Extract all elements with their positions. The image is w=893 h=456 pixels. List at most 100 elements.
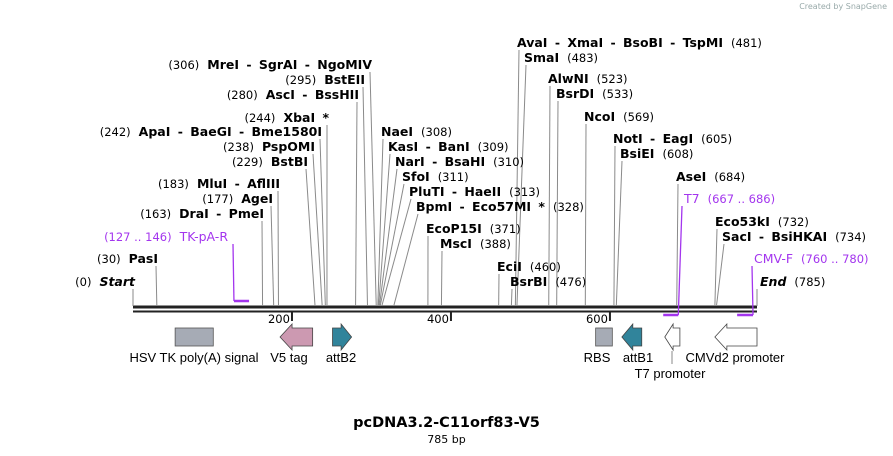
site-position: (238) xyxy=(223,140,254,154)
site-line-avai-xmai-bsobi-tspmi xyxy=(514,49,520,307)
site-label-bpmi-eco57mi[interactable]: BpmI - Eco57MI * (328) xyxy=(416,198,584,214)
site-line-agei xyxy=(270,205,275,307)
feature-label-cmvd2-promoter[interactable]: CMVd2 promoter xyxy=(685,350,785,365)
site-label-mrei-sgrai-ngomiv[interactable]: (306) MreI - SgrAI - NgoMIV xyxy=(168,56,372,72)
feature-label-attb2[interactable]: attB2 xyxy=(325,350,357,365)
feature-attb1 xyxy=(621,322,643,352)
site-label-pasi[interactable]: (30) PasI xyxy=(97,250,158,266)
site-line-ncoi xyxy=(584,123,587,307)
feature-rbs xyxy=(595,327,613,347)
site-position: (229) xyxy=(231,155,263,169)
site-position: (30) xyxy=(97,252,121,266)
tick-label-600: 600 xyxy=(585,312,608,326)
site-label-naei[interactable]: NaeI (308) xyxy=(381,123,452,139)
site-label-sfoi[interactable]: SfoI (311) xyxy=(402,168,469,184)
site-position: (732) xyxy=(777,215,809,229)
site-position: (308) xyxy=(421,125,452,139)
site-line-naei xyxy=(377,138,384,307)
primer-line-tk-pa-r xyxy=(232,243,235,302)
primer-label-cmv-f[interactable]: CMV-F (760 .. 780) xyxy=(754,250,869,266)
enzyme-name: SmaI xyxy=(524,50,560,65)
primer-name: TK-pA-R xyxy=(179,229,228,244)
enzyme-name: MluI - AflIII xyxy=(196,176,280,191)
site-label-agei[interactable]: (177) AgeI xyxy=(202,190,273,206)
site-label-avai-xmai-bsobi-tspmi[interactable]: AvaI - XmaI - BsoBI - TspMI (481) xyxy=(517,34,762,50)
site-label-bsteii[interactable]: (295) BstEII xyxy=(285,71,365,87)
feature-label-v5-tag[interactable]: V5 tag xyxy=(270,350,308,365)
site-label-noti-eagi[interactable]: NotI - EagI (605) xyxy=(613,130,733,146)
site-label-apai-baegi-bme1580i[interactable]: (242) ApaI - BaeGI - Bme1580I xyxy=(99,123,322,139)
site-label-bsiei[interactable]: BsiEI (608) xyxy=(620,145,694,161)
site-label-bstbi[interactable]: (229) BstBI xyxy=(231,153,308,169)
site-line-smai xyxy=(516,64,527,307)
site-label-bsrbi[interactable]: BsrBI (476) xyxy=(510,273,587,289)
site-label-mlui-afliii[interactable]: (183) MluI - AflIII xyxy=(158,175,280,191)
site-position: (310) xyxy=(493,155,525,169)
site-label-pspomi[interactable]: (238) PspOMI xyxy=(223,138,315,154)
enzyme-name: ApaI - BaeGI - Bme1580I xyxy=(138,124,322,139)
site-label-ecii[interactable]: EciI (460) xyxy=(497,258,561,274)
enzyme-name: EciI xyxy=(497,259,522,274)
site-label-kasi-bani[interactable]: KasI - BanI (309) xyxy=(388,138,509,154)
site-line-bsrdi xyxy=(556,100,559,307)
site-position: (242) xyxy=(99,125,131,139)
site-line-bstbi xyxy=(305,168,316,307)
feature-cmvd2-promoter xyxy=(714,322,758,352)
enzyme-name: NaeI xyxy=(381,124,414,139)
site-position: (306) xyxy=(168,58,200,72)
site-line-sfoi xyxy=(379,183,405,307)
site-label-ncoi[interactable]: NcoI (569) xyxy=(584,108,654,124)
site-position: (313) xyxy=(509,185,541,199)
tick-label-400: 400 xyxy=(426,312,449,326)
feature-label-attb1[interactable]: attB1 xyxy=(622,350,654,365)
site-label-msci[interactable]: MscI (388) xyxy=(440,235,511,251)
site-label-bsrdi[interactable]: BsrDI (533) xyxy=(556,85,633,101)
feature-label-t7-promoter[interactable]: T7 promoter xyxy=(634,366,706,381)
site-label-saci-bsihkai[interactable]: SacI - BsiHKAI (734) xyxy=(722,228,866,244)
site-label-asei[interactable]: AseI (684) xyxy=(676,168,745,184)
enzyme-name: MscI xyxy=(440,236,472,251)
site-label-asci-bsshii[interactable]: (280) AscI - BssHII xyxy=(227,86,359,102)
site-position: (0) xyxy=(75,275,92,289)
site-line-nari-bsahi xyxy=(378,168,398,307)
site-line-drai-pmei xyxy=(261,220,264,307)
site-label-smai[interactable]: SmaI (483) xyxy=(524,49,598,65)
enzyme-name: SfoI xyxy=(402,169,430,184)
site-label-pluti-haeii[interactable]: PluTI - HaeII (313) xyxy=(409,183,541,199)
tick-label-200: 200 xyxy=(267,312,290,326)
site-label-ecop15i[interactable]: EcoP15I (371) xyxy=(426,220,521,236)
enzyme-name: NcoI xyxy=(584,109,616,124)
enzyme-name: BsrBI xyxy=(510,274,548,289)
enzyme-name: MreI - SgrAI - NgoMIV xyxy=(207,57,372,72)
enzyme-name: PspOMI xyxy=(261,139,315,154)
primer-line-t7 xyxy=(677,205,683,316)
site-line-saci-bsihkai xyxy=(715,243,725,307)
enzyme-name: PasI xyxy=(128,251,158,266)
site-line-bsrbi xyxy=(510,288,513,307)
site-label-end[interactable]: End (785) xyxy=(760,273,825,289)
feature-label-rbs[interactable]: RBS xyxy=(583,350,611,365)
site-label-nari-bsahi[interactable]: NarI - BsaHI (310) xyxy=(395,153,525,169)
site-line-apai-baegi-bme1580i xyxy=(319,138,326,307)
feature-label-hsv-tk-poly-a-signal[interactable]: HSV TK poly(A) signal xyxy=(129,350,259,365)
site-position: (605) xyxy=(701,132,733,146)
primer-name: CMV-F xyxy=(754,251,794,266)
site-position: (476) xyxy=(555,275,587,289)
site-position: (608) xyxy=(662,147,694,161)
feature-v5-tag xyxy=(279,322,314,352)
site-line-msci xyxy=(440,250,443,307)
site-position: (177) xyxy=(202,192,234,206)
site-label-start[interactable]: (0) Start xyxy=(75,273,135,289)
primer-name: T7 xyxy=(684,191,700,206)
primer-label-t7[interactable]: T7 (667 .. 686) xyxy=(684,190,775,206)
site-label-xbai[interactable]: (244) XbaI * xyxy=(245,109,330,125)
primer-range: (760 .. 780) xyxy=(801,252,869,266)
feature-hsv-tk-poly-a-signal xyxy=(174,327,214,347)
site-line-pspomi xyxy=(312,153,323,307)
site-label-drai-pmei[interactable]: (163) DraI - PmeI xyxy=(140,205,264,221)
site-label-alwni[interactable]: AlwNI (523) xyxy=(548,70,628,86)
site-position: (183) xyxy=(158,177,189,191)
primer-label-tk-pa-r[interactable]: (127 .. 146) TK-pA-R xyxy=(104,228,228,244)
site-label-eco53ki[interactable]: Eco53kI (732) xyxy=(715,213,809,229)
